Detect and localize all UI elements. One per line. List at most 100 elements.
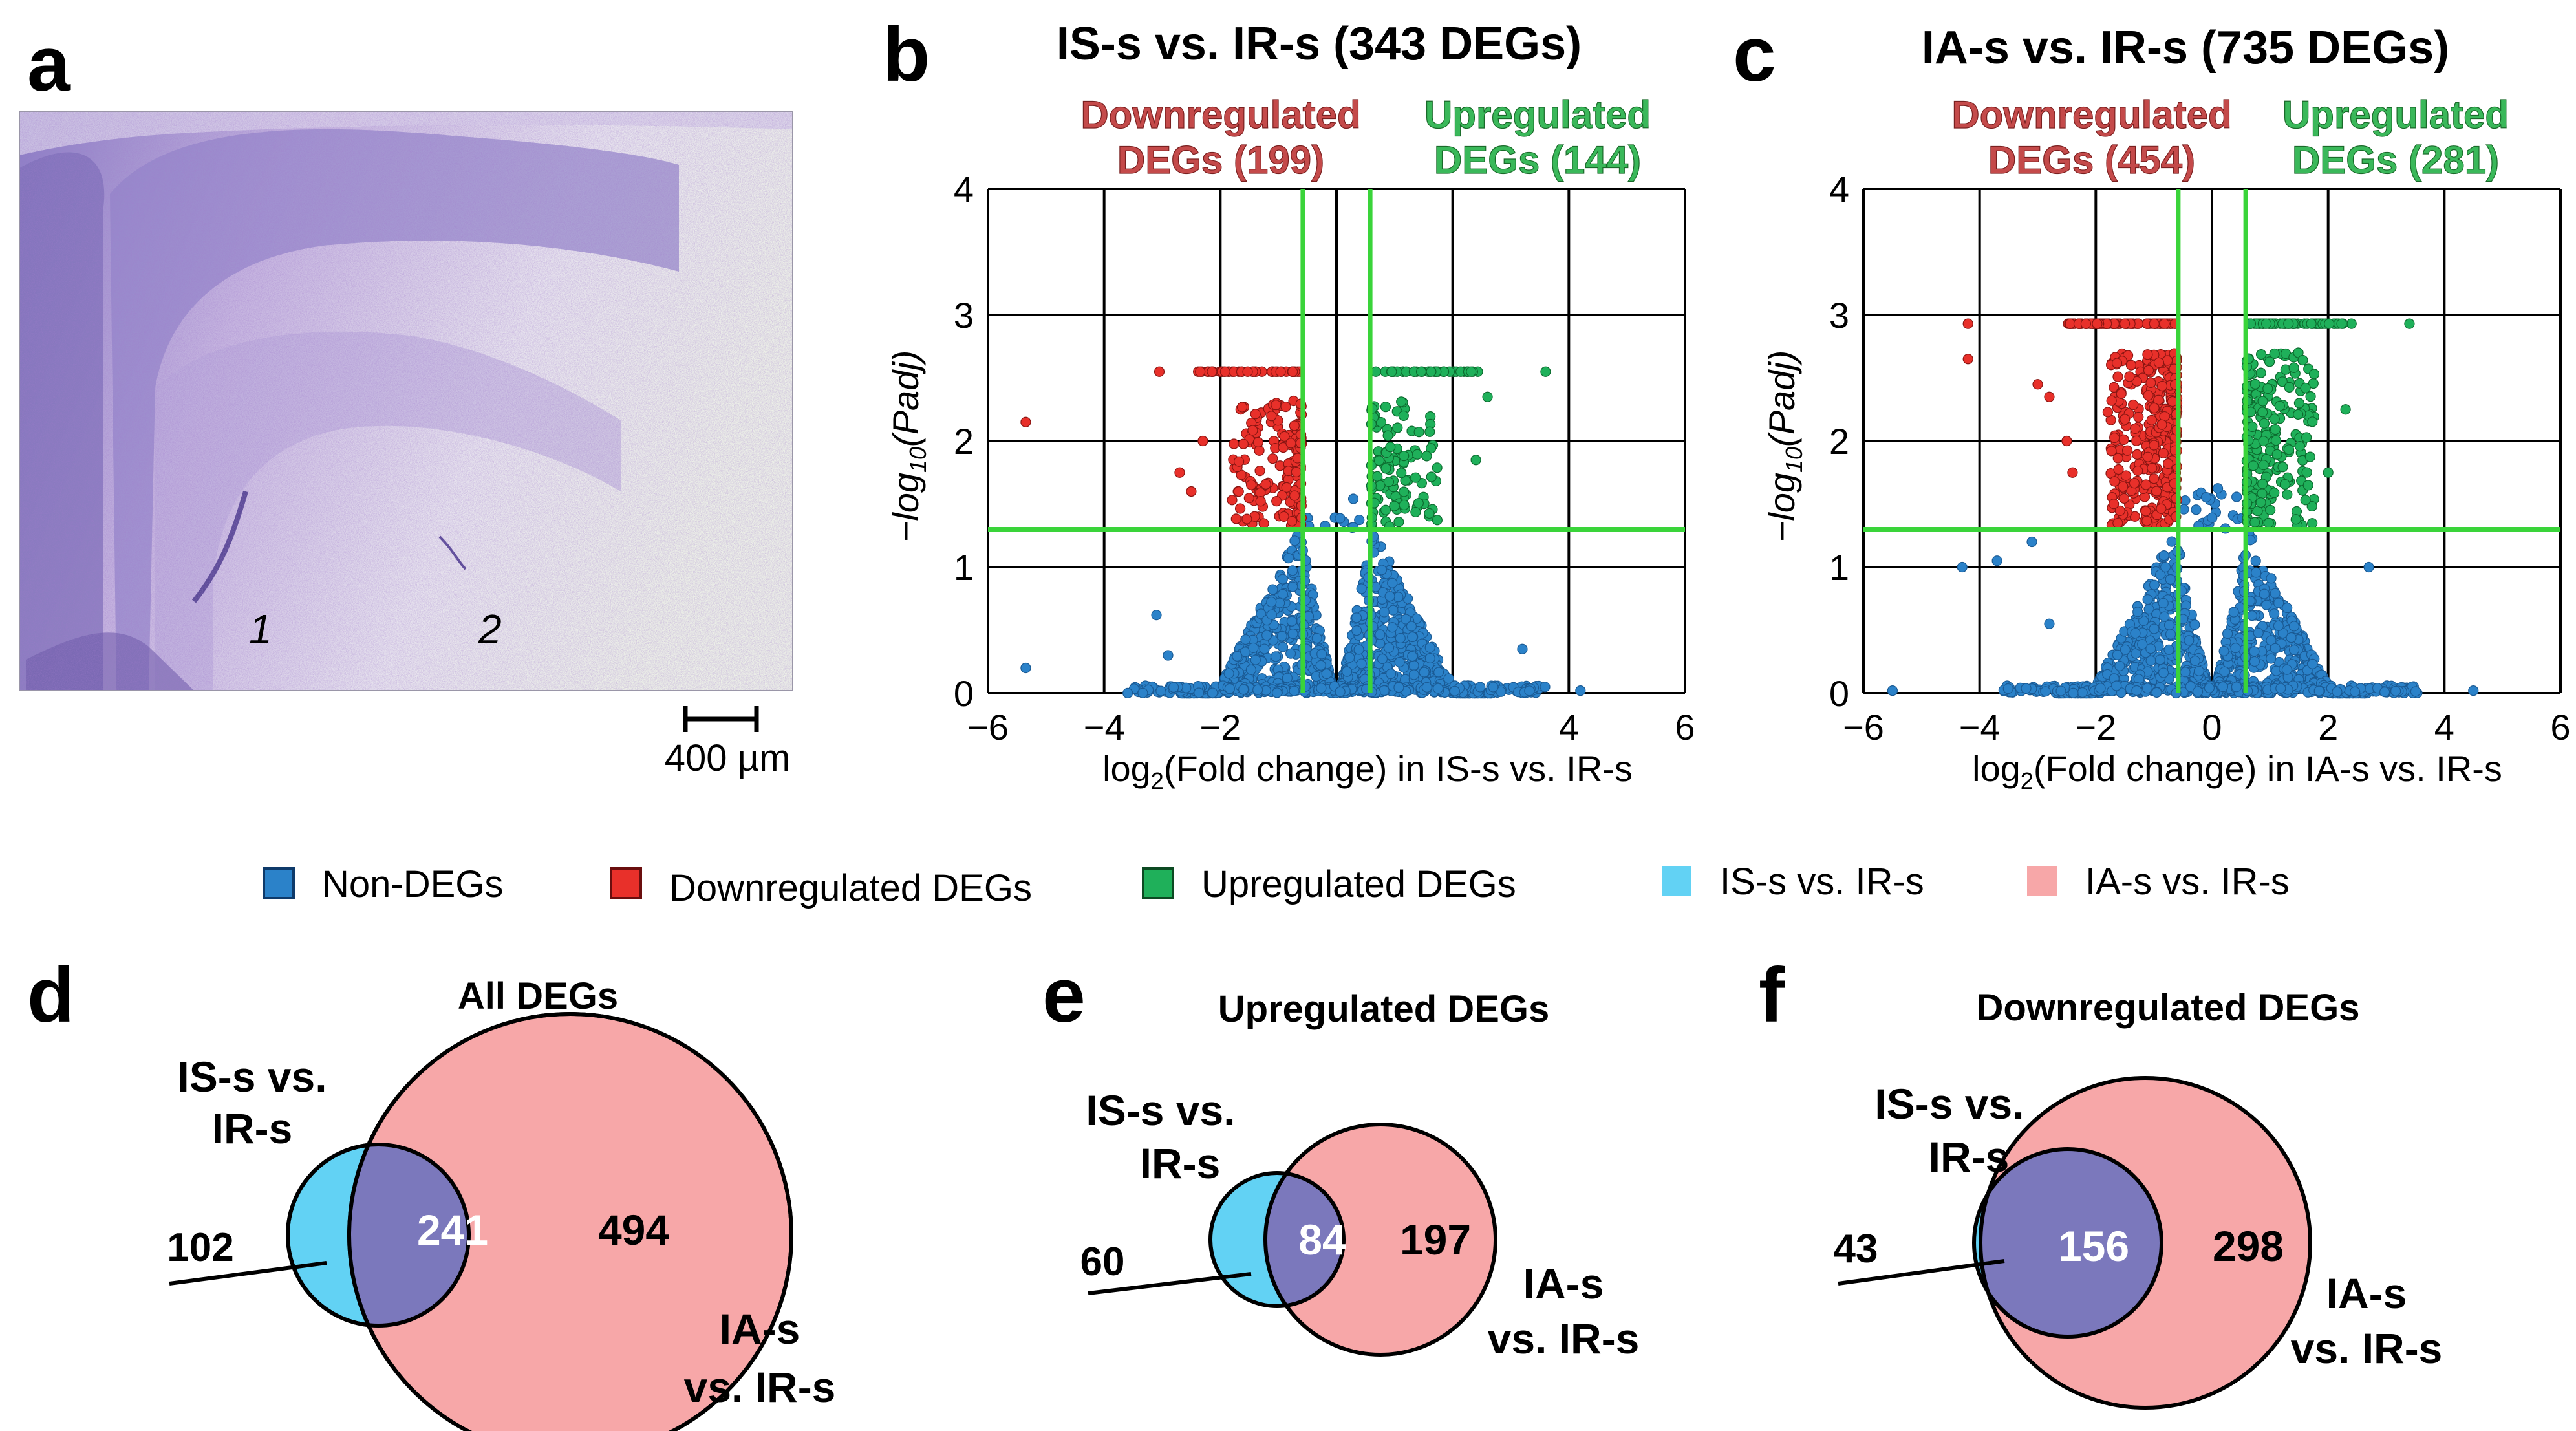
point-up-deg [1396, 468, 1407, 479]
point-up-deg [2271, 449, 2282, 460]
venn-f-title: Downregulated DEGs [1977, 987, 2360, 1029]
point-down-deg [2140, 506, 2151, 517]
point-non-deg [2149, 623, 2160, 634]
volcano-b-title: IS-s vs. IR-s (343 DEGs) [1057, 18, 1582, 70]
point-non-deg [2158, 597, 2169, 608]
point-down-deg [2149, 473, 2160, 484]
point-non-deg [1351, 612, 1362, 623]
point-non-deg [2142, 594, 2153, 605]
point-down-deg [2119, 318, 2131, 329]
point-up-deg [1413, 427, 1424, 438]
point-up-deg [1410, 506, 1421, 518]
y-tick-label: 2 [954, 421, 974, 462]
point-down-deg [2121, 445, 2133, 456]
volcano-c-down-label-1: Downregulated [1951, 93, 2231, 136]
point-up-deg [1383, 477, 1395, 488]
point-non-deg [1383, 642, 1395, 653]
point-up-deg [1432, 515, 1443, 526]
point-up-deg [2300, 382, 2311, 394]
point-non-deg [1347, 493, 1359, 504]
x-tick-label: 4 [2434, 707, 2454, 748]
x-tick-label: 2 [2318, 707, 2338, 748]
point-up-deg [2302, 480, 2313, 491]
point-up-deg [1399, 499, 1410, 511]
point-up-deg [1413, 498, 1424, 509]
point-non-deg [1354, 514, 1365, 526]
point-non-deg [2270, 588, 2281, 599]
venn-e-set-b-label-1: IA-s [1523, 1260, 1604, 1307]
point-non-deg [1287, 565, 1298, 576]
point-non-deg [2313, 685, 2324, 696]
point-up-deg [1426, 366, 1437, 377]
point-down-deg [1241, 513, 1252, 524]
point-down-deg [2131, 435, 2142, 446]
venn-d-title: All DEGs [458, 975, 618, 1017]
point-down-deg [1234, 456, 1245, 467]
x-tick-label: −2 [1199, 707, 1241, 748]
point-down-deg [2133, 411, 2144, 423]
point-up-deg [1415, 366, 1427, 377]
venn-d-set-b-label-2: vs. IR-s [684, 1363, 836, 1411]
y-tick-label: 4 [954, 169, 974, 210]
venn-d-set-a-label-1: IS-s vs. [177, 1053, 327, 1101]
point-up-deg [1389, 500, 1400, 511]
point-non-deg [1151, 609, 1162, 621]
point-non-deg [2249, 646, 2260, 657]
point-non-deg [2068, 687, 2079, 698]
point-up-deg [2307, 518, 2318, 529]
venn-f-only-a-count: 43 [1834, 1227, 1878, 1271]
point-non-deg [2219, 666, 2230, 677]
point-up-deg [2293, 409, 2304, 420]
point-up-deg [2258, 436, 2269, 447]
point-down-deg [1238, 438, 1249, 449]
point-down-deg [1962, 318, 1973, 329]
point-non-deg [2158, 550, 2169, 561]
point-non-deg [2141, 683, 2153, 694]
legend-swatch-down [610, 867, 642, 899]
point-up-deg [2323, 467, 2334, 478]
point-down-deg [2159, 318, 2170, 329]
point-up-deg [2277, 462, 2288, 473]
point-up-deg [2274, 400, 2285, 411]
point-down-deg [1197, 435, 1208, 447]
point-down-deg [2112, 517, 2123, 529]
point-down-deg [2149, 402, 2160, 414]
point-down-deg [2162, 355, 2173, 366]
point-non-deg [2193, 665, 2205, 676]
legend-item-down: Downregulated DEGs [610, 867, 1032, 909]
point-non-deg [2273, 620, 2284, 631]
point-up-deg [2255, 367, 2266, 378]
point-down-deg [2109, 432, 2120, 444]
point-up-deg [2261, 318, 2272, 329]
venn-e-set-a-label-2: IR-s [1140, 1139, 1221, 1187]
venn-d-set-b-label-1: IA-s [720, 1305, 800, 1353]
point-non-deg [1408, 669, 1419, 680]
venn-d-only-a-count: 102 [167, 1225, 233, 1270]
point-non-deg [1377, 653, 1388, 665]
point-down-deg [2032, 379, 2043, 390]
point-up-deg [2340, 404, 2351, 415]
point-non-deg [2131, 685, 2142, 696]
x-tick-label: −6 [967, 707, 1009, 748]
point-non-deg [2288, 621, 2300, 632]
point-down-deg [1247, 425, 1258, 436]
point-non-deg [2002, 683, 2013, 694]
point-non-deg [2137, 639, 2148, 650]
point-down-deg [2106, 446, 2117, 457]
point-down-deg [1285, 438, 1296, 449]
point-non-deg [1020, 662, 1031, 674]
y-tick-label: 0 [1829, 673, 1849, 714]
point-non-deg [2281, 664, 2293, 675]
y-tick-label: 3 [954, 295, 974, 336]
point-non-deg [1245, 664, 1256, 675]
point-up-deg [2270, 435, 2282, 446]
point-non-deg [1384, 591, 1395, 602]
point-non-deg [2249, 656, 2260, 667]
point-up-deg [2258, 460, 2269, 471]
point-non-deg [1261, 630, 1272, 641]
point-up-deg [1380, 463, 1391, 474]
point-down-deg [1250, 409, 1261, 420]
point-down-deg [1245, 479, 1257, 490]
point-down-deg [2111, 358, 2123, 369]
point-non-deg [2165, 629, 2176, 640]
